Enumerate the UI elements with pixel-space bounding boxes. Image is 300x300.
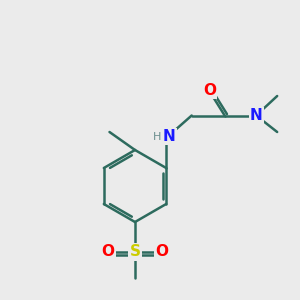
Text: N: N [250, 108, 262, 123]
Text: O: O [203, 82, 216, 98]
Text: H: H [152, 131, 161, 142]
Text: N: N [163, 129, 175, 144]
Text: O: O [155, 244, 169, 260]
Text: O: O [101, 244, 115, 260]
Text: S: S [130, 244, 140, 260]
